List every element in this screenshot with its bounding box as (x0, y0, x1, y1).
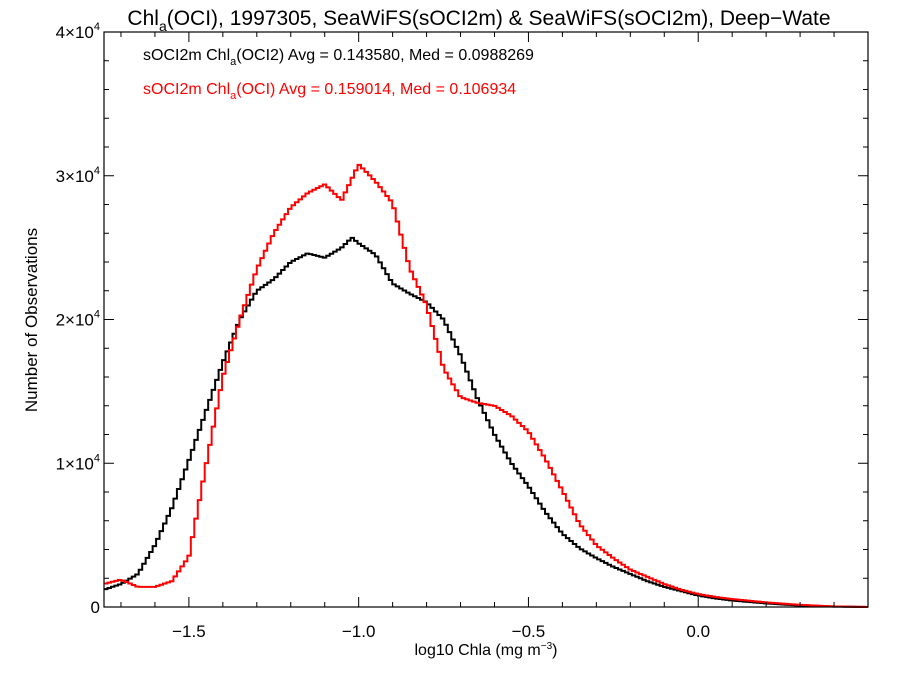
y-tick-label: 3×104 (56, 165, 100, 186)
y-tick-label-base: 1×10 (56, 454, 94, 473)
y-tick-label: 4×104 (56, 21, 100, 42)
series-line-1 (104, 163, 868, 608)
legend-entry-black-rest: (OCI2) Avg = 0.143580, Med = 0.0988269 (236, 47, 534, 64)
chart-title-rest: (OCI), 1997305, SeaWiFS(sOCI2m) & SeaWiF… (167, 7, 831, 30)
y-tick-label-base: 2×10 (56, 311, 94, 330)
x-axis-label-main: log10 Chla (mg m (414, 642, 540, 659)
ticks-layer (104, 31, 868, 608)
x-tick-label: −1.0 (342, 622, 376, 641)
x-tick-label: −1.5 (172, 622, 206, 641)
legend-entry-red-main: sOCI2m Chl (143, 81, 230, 98)
series-line-0 (104, 236, 868, 608)
x-tick-label: −0.5 (512, 622, 546, 641)
legend-entry-red: sOCI2m Chla(OCI) Avg = 0.159014, Med = 0… (143, 81, 516, 102)
legend-entry-red-rest: (OCI) Avg = 0.159014, Med = 0.106934 (236, 81, 516, 98)
x-axis-label-end: ) (552, 642, 557, 659)
legend-entry-red-subscript: a (230, 90, 237, 102)
legend-entry-black-subscript: a (230, 56, 237, 68)
legend-entry-black: sOCI2m Chla(OCI2) Avg = 0.143580, Med = … (143, 47, 534, 68)
series-layer (104, 163, 868, 608)
y-tick-label-exponent: 4 (94, 165, 100, 177)
x-tick-label: 0.0 (686, 622, 710, 641)
x-axis-label-superscript: −3 (541, 641, 553, 652)
chart-title: Chla(OCI), 1997305, SeaWiFS(sOCI2m) & Se… (127, 7, 830, 34)
y-tick-label: 2×104 (56, 309, 100, 330)
y-tick-label-base: 0 (91, 598, 100, 617)
y-tick-label-exponent: 4 (94, 309, 100, 321)
chart-title-main: Chl (127, 7, 159, 30)
plot-frame (103, 31, 869, 608)
y-tick-label: 0 (91, 598, 100, 617)
y-tick-label-base: 4×10 (56, 23, 94, 42)
y-tick-label-exponent: 4 (94, 21, 100, 33)
legend-entry-black-main: sOCI2m Chl (143, 47, 230, 64)
y-tick-label: 1×104 (56, 452, 100, 473)
y-axis-label: Number of Observations (22, 228, 41, 412)
y-tick-label-exponent: 4 (94, 452, 100, 464)
x-axis-label: log10 Chla (mg m−3) (414, 641, 557, 659)
legend: sOCI2m Chla(OCI2) Avg = 0.143580, Med = … (143, 47, 534, 102)
y-tick-label-base: 3×10 (56, 167, 94, 186)
chart-title-subscript: a (159, 18, 167, 34)
